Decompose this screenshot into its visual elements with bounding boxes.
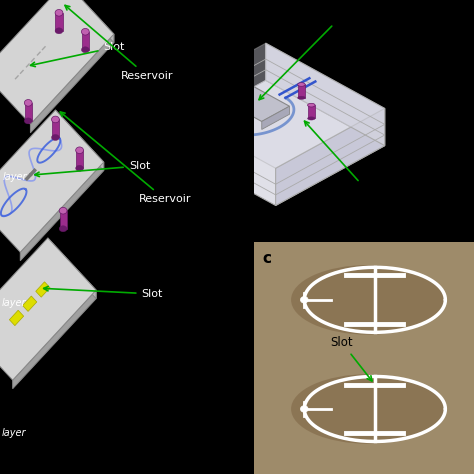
Text: Slot: Slot [331, 336, 372, 381]
Ellipse shape [82, 47, 89, 53]
Text: layer: layer [1, 298, 26, 308]
Text: c: c [263, 251, 272, 266]
Polygon shape [0, 238, 96, 380]
Polygon shape [262, 106, 290, 129]
Text: layer: layer [2, 172, 27, 182]
Bar [52, 119, 59, 137]
Text: layer: layer [1, 428, 26, 438]
Text: Reservoir: Reservoir [65, 5, 173, 81]
Ellipse shape [82, 28, 89, 35]
Polygon shape [20, 162, 104, 261]
Polygon shape [0, 0, 114, 124]
Text: Slot: Slot [35, 161, 150, 177]
Polygon shape [13, 290, 96, 389]
Bar [82, 32, 89, 50]
Bar [206, 100, 214, 113]
Bar [55, 13, 63, 31]
Bar [25, 103, 32, 121]
Ellipse shape [206, 98, 214, 101]
Ellipse shape [24, 100, 32, 106]
Ellipse shape [291, 374, 446, 444]
Bar [298, 84, 305, 98]
Ellipse shape [55, 9, 63, 16]
Polygon shape [65, 0, 114, 43]
Text: Slot: Slot [259, 11, 352, 100]
Ellipse shape [308, 103, 315, 107]
Text: Reservoir: Reservoir [60, 112, 191, 204]
Ellipse shape [298, 96, 305, 100]
Polygon shape [276, 109, 385, 206]
Ellipse shape [52, 116, 59, 123]
Polygon shape [30, 34, 114, 133]
Ellipse shape [228, 91, 236, 94]
Polygon shape [222, 84, 290, 121]
Ellipse shape [301, 406, 308, 412]
Text: Slot: Slot [44, 286, 163, 299]
Polygon shape [156, 43, 385, 168]
Polygon shape [0, 110, 104, 252]
Polygon shape [9, 310, 24, 326]
Polygon shape [23, 296, 37, 311]
Ellipse shape [52, 135, 59, 140]
Ellipse shape [291, 265, 446, 335]
Ellipse shape [228, 77, 236, 81]
Text: b: b [260, 9, 271, 25]
Polygon shape [266, 43, 385, 146]
Polygon shape [36, 282, 50, 297]
Bar [60, 210, 67, 229]
Ellipse shape [301, 297, 308, 303]
Bar [76, 150, 83, 168]
Bar [308, 105, 315, 118]
Text: Inlet: Inlet [304, 121, 381, 195]
Ellipse shape [59, 226, 67, 232]
Ellipse shape [308, 117, 315, 120]
Polygon shape [55, 110, 104, 171]
Ellipse shape [76, 147, 83, 154]
Polygon shape [156, 81, 385, 206]
Ellipse shape [76, 165, 83, 171]
Text: Slot: Slot [31, 42, 125, 67]
Ellipse shape [24, 118, 32, 124]
Bar [228, 79, 236, 92]
Polygon shape [48, 238, 96, 299]
Ellipse shape [55, 28, 63, 34]
Text: Inlet: Inlet [0, 473, 1, 474]
Ellipse shape [206, 111, 214, 115]
Ellipse shape [59, 208, 67, 214]
Ellipse shape [298, 82, 305, 86]
